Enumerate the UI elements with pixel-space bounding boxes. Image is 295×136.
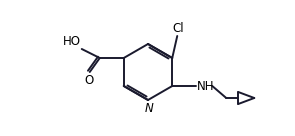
- Text: O: O: [84, 74, 94, 87]
- Text: HO: HO: [63, 35, 81, 48]
- Text: Cl: Cl: [173, 22, 184, 35]
- Text: N: N: [145, 102, 153, 115]
- Text: NH: NH: [197, 80, 215, 92]
